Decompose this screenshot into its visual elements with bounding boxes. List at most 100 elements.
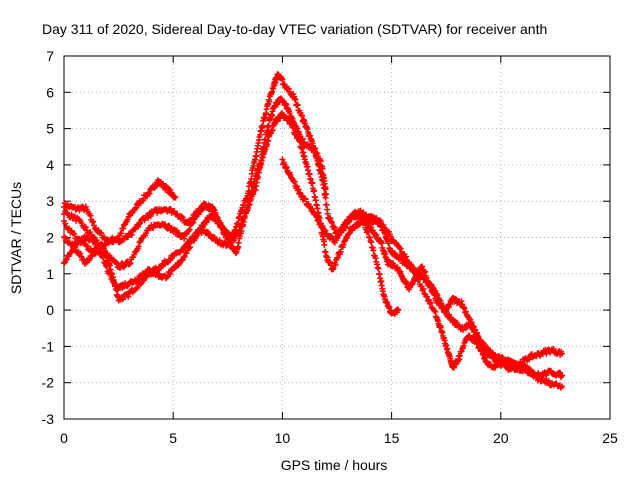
data-point — [544, 378, 551, 385]
y-tick-label: 5 — [46, 121, 54, 137]
data-point — [100, 254, 107, 261]
data-point — [90, 218, 97, 225]
data-point — [103, 263, 110, 270]
data-point — [368, 239, 375, 246]
data-point — [120, 236, 127, 243]
data-point — [503, 356, 510, 363]
data-point — [135, 221, 142, 228]
data-point — [497, 362, 504, 369]
data-point — [558, 372, 565, 379]
data-point — [127, 260, 134, 267]
data-point — [377, 217, 384, 224]
data-point — [186, 226, 193, 233]
data-point — [172, 194, 179, 201]
data-point — [403, 253, 410, 260]
data-point — [526, 356, 533, 363]
data-point — [91, 238, 98, 245]
data-point — [94, 244, 101, 251]
data-point — [128, 232, 135, 239]
data-point — [396, 245, 403, 252]
data-point — [98, 230, 105, 237]
data-point — [82, 203, 89, 210]
y-tick-label: 0 — [46, 302, 54, 318]
data-point — [420, 285, 427, 292]
x-tick-label: 15 — [384, 430, 400, 446]
data-point — [146, 190, 153, 197]
data-point — [120, 225, 127, 232]
data-point — [543, 350, 550, 357]
data-point — [93, 243, 100, 250]
x-tick-label: 20 — [493, 430, 509, 446]
y-tick-label: 3 — [46, 193, 54, 209]
x-tick-label: 0 — [60, 430, 68, 446]
data-point — [80, 256, 87, 263]
data-point — [71, 230, 78, 237]
data-point — [311, 187, 318, 194]
data-point — [395, 307, 402, 314]
data-point — [375, 265, 382, 272]
data-point — [145, 189, 152, 196]
data-point — [321, 242, 328, 249]
data-point — [431, 307, 438, 314]
data-point — [292, 96, 299, 103]
ticks: 0 5 10 15 20 25 -3 -2 -1 0 1 2 3 4 5 6 7 — [42, 48, 618, 446]
data-point — [118, 230, 125, 237]
y-tick-label: 1 — [46, 266, 54, 282]
data-point — [299, 112, 306, 119]
data-point — [558, 350, 565, 357]
data-point — [427, 299, 434, 306]
data-point — [309, 180, 316, 187]
data-point — [387, 233, 394, 240]
y-tick-label: 6 — [46, 84, 54, 100]
data-point — [126, 261, 133, 268]
data-point — [121, 263, 128, 270]
data-point — [181, 235, 188, 242]
data-point — [266, 98, 273, 105]
data-point — [137, 280, 144, 287]
data-point — [365, 228, 372, 235]
data-point — [87, 212, 94, 219]
data-point — [545, 377, 552, 384]
data-point — [147, 213, 154, 220]
y-tick-label: -3 — [42, 411, 55, 427]
data-point — [408, 262, 415, 269]
y-axis-label: SDTVAR / TECUs — [8, 182, 24, 294]
data-point — [77, 250, 84, 257]
data-point — [426, 300, 433, 307]
data-point — [125, 293, 132, 300]
y-tick-label: 4 — [46, 157, 54, 173]
data-point — [414, 276, 421, 283]
data-point — [180, 254, 187, 261]
data-point — [86, 256, 93, 263]
data-point — [294, 102, 301, 109]
x-tick-label: 10 — [275, 430, 291, 446]
y-tick-label: -2 — [42, 375, 55, 391]
data-point — [332, 261, 339, 268]
series-track-6 — [279, 156, 402, 318]
data-point — [407, 261, 414, 268]
data-point — [136, 239, 143, 246]
data-point — [135, 243, 142, 250]
data-point — [183, 250, 190, 257]
data-point — [72, 242, 79, 249]
data-point — [397, 245, 404, 252]
data-point — [63, 235, 70, 242]
x-tick-label: 5 — [169, 430, 177, 446]
data-point — [81, 260, 88, 267]
data-point — [187, 244, 194, 251]
series-track-5 — [61, 110, 565, 381]
series-track-4 — [61, 71, 565, 369]
y-tick-label: 7 — [46, 48, 54, 64]
data-point — [83, 243, 90, 250]
data-point — [415, 275, 422, 282]
data-point — [320, 185, 327, 192]
data-point — [112, 259, 119, 266]
data-points — [61, 71, 565, 391]
data-point — [62, 220, 69, 227]
data-point — [102, 262, 109, 269]
y-tick-label: 2 — [46, 230, 54, 246]
data-point — [216, 237, 223, 244]
data-point — [322, 194, 329, 201]
grid — [64, 56, 610, 419]
